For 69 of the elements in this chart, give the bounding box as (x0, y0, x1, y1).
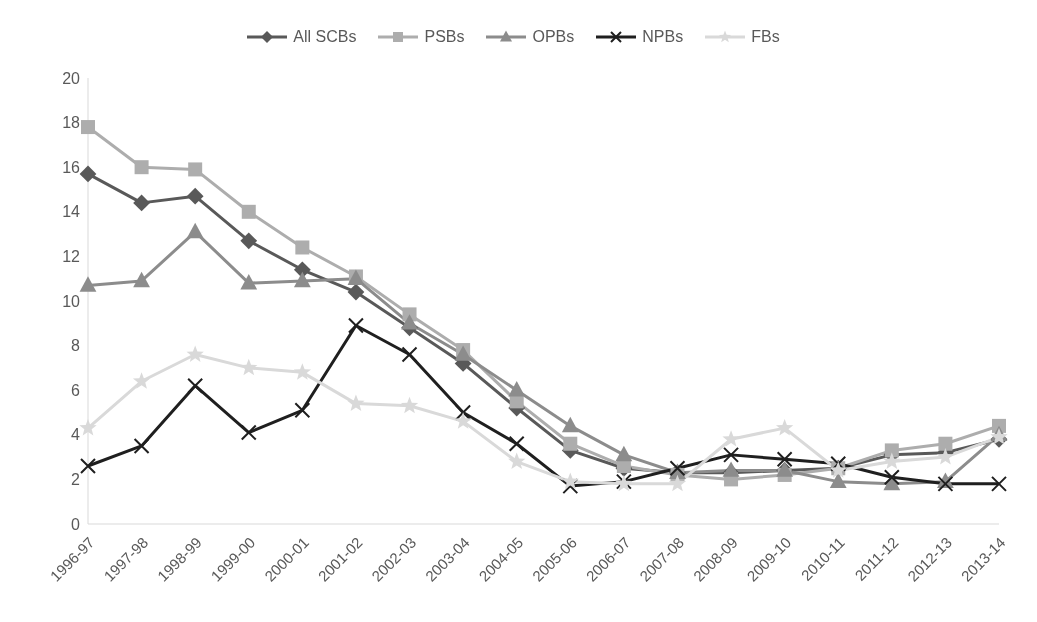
point (722, 461, 740, 477)
point (186, 222, 204, 239)
point (188, 162, 203, 177)
y-tick-label: 0 (71, 515, 81, 533)
legend-label: FBs (750, 28, 780, 46)
point (563, 436, 578, 451)
legend-label: OPBs (531, 28, 575, 46)
point (347, 317, 364, 334)
point (991, 475, 1007, 492)
point (401, 314, 418, 330)
point (241, 204, 256, 219)
y-tick-label: 20 (62, 69, 81, 87)
point (401, 346, 418, 363)
y-tick-label: 18 (62, 114, 81, 132)
point (615, 445, 633, 462)
point (134, 160, 149, 175)
point (133, 271, 150, 288)
point (883, 452, 901, 469)
point (186, 187, 204, 205)
y-tick-label: 10 (62, 292, 81, 310)
point (455, 404, 472, 421)
point (829, 472, 847, 488)
point (187, 377, 204, 394)
point (508, 452, 526, 469)
point (132, 372, 151, 389)
y-tick-label: 2 (71, 471, 81, 489)
y-tick-label: 14 (62, 203, 81, 221)
point (133, 194, 150, 212)
point (561, 416, 579, 433)
point (79, 165, 97, 183)
point (81, 120, 95, 135)
point (240, 424, 257, 441)
point (294, 402, 311, 419)
point (668, 474, 687, 492)
y-tick-label: 8 (71, 337, 81, 355)
point (240, 274, 258, 290)
point (938, 436, 953, 451)
point (79, 419, 97, 436)
point (80, 458, 96, 475)
y-tick-label: 16 (62, 158, 81, 176)
point (133, 437, 150, 454)
point (937, 475, 954, 492)
point (347, 394, 365, 411)
point (830, 455, 847, 472)
point (293, 363, 312, 380)
point (936, 448, 955, 465)
point (884, 443, 899, 458)
point (79, 276, 97, 292)
legend-label: All SCBs (292, 28, 357, 46)
point (293, 271, 311, 288)
point (454, 412, 472, 429)
point (776, 451, 793, 468)
y-tick-label: 12 (62, 248, 81, 266)
legend-label: PSBs (423, 28, 465, 46)
point (508, 381, 526, 397)
y-tick-label: 6 (71, 381, 81, 399)
point (722, 430, 740, 447)
point (400, 396, 419, 414)
point (295, 240, 310, 255)
point (347, 283, 365, 301)
point (775, 419, 794, 436)
point (561, 472, 579, 489)
point (883, 469, 900, 486)
point (186, 345, 204, 362)
point (508, 435, 525, 452)
point (240, 232, 258, 250)
point (723, 446, 740, 463)
y-tick-label: 4 (71, 426, 81, 444)
legend-label: NPBs (641, 28, 684, 46)
